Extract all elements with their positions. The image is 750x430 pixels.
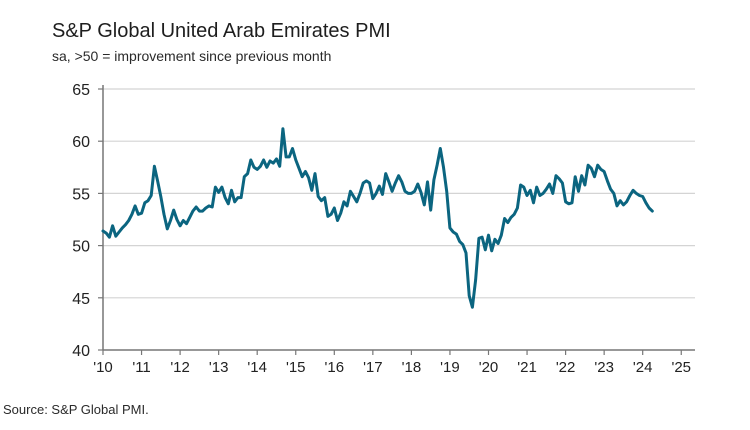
x-tick-label: '18 [402,359,422,376]
x-tick-label: '23 [594,359,614,376]
series-layer [101,127,654,309]
x-tick-label: '21 [517,359,537,376]
x-tick-label: '12 [170,359,190,376]
chart-subtitle: sa, >50 = improvement since previous mon… [52,48,332,64]
y-tick-label: 60 [72,134,90,151]
x-tick-label: '13 [209,359,229,376]
x-tick-label: '19 [440,359,460,376]
series-line-uae-pmi [101,127,654,309]
y-tick-label: 50 [72,239,90,256]
x-tick-label: '10 [93,359,113,376]
y-tick-labels: 40 45 50 55 60 65 [72,82,90,360]
x-tick-label: '25 [671,359,691,376]
y-tick-label: 55 [72,186,90,203]
axes [98,85,695,355]
x-tick-label: '24 [633,359,653,376]
x-tick-label: '11 [132,359,150,376]
x-tick-label: '15 [286,359,306,376]
x-tick-label: '17 [363,359,383,376]
x-tick-label: '22 [556,359,576,376]
chart-title: S&P Global United Arab Emirates PMI [52,20,391,42]
gridlines [103,88,695,299]
x-tick-labels: '10 '11 '12 '13 '14 '15 '16 '17 '18 '19 '20 '21 '22 '… [93,359,691,376]
chart-source: Source: S&P Global PMI. [3,402,149,417]
y-tick-label: 40 [72,343,90,360]
y-tick-label: 65 [72,82,90,99]
x-tick-label: '16 [325,359,345,376]
y-tick-label: 45 [72,291,90,308]
x-tick-label: '20 [479,359,499,376]
x-tick-label: '14 [247,359,267,376]
